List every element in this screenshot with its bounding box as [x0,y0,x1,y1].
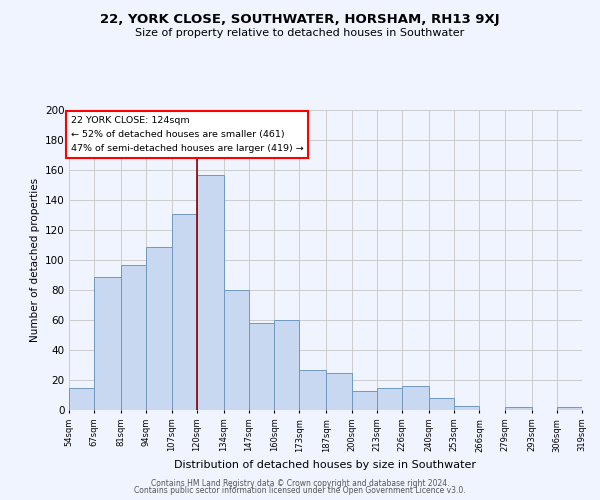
Bar [429,398,454,410]
Bar [402,386,429,410]
Text: Contains HM Land Registry data © Crown copyright and database right 2024.: Contains HM Land Registry data © Crown c… [151,478,449,488]
Bar [377,388,402,410]
Bar [299,370,326,410]
X-axis label: Distribution of detached houses by size in Southwater: Distribution of detached houses by size … [175,460,476,470]
Bar [557,407,582,410]
Bar [326,372,352,410]
Bar [146,246,172,410]
Bar [274,320,299,410]
Bar [454,406,479,410]
Bar [505,407,532,410]
Bar [197,174,224,410]
Text: Size of property relative to detached houses in Southwater: Size of property relative to detached ho… [136,28,464,38]
Bar [94,276,121,410]
Bar [352,390,377,410]
Bar [69,388,94,410]
Bar [121,264,146,410]
Text: Contains public sector information licensed under the Open Government Licence v3: Contains public sector information licen… [134,486,466,495]
Bar [249,323,274,410]
Y-axis label: Number of detached properties: Number of detached properties [29,178,40,342]
Text: 22, YORK CLOSE, SOUTHWATER, HORSHAM, RH13 9XJ: 22, YORK CLOSE, SOUTHWATER, HORSHAM, RH1… [100,12,500,26]
Text: 22 YORK CLOSE: 124sqm
← 52% of detached houses are smaller (461)
47% of semi-det: 22 YORK CLOSE: 124sqm ← 52% of detached … [71,116,304,153]
Bar [172,214,197,410]
Bar [224,290,249,410]
